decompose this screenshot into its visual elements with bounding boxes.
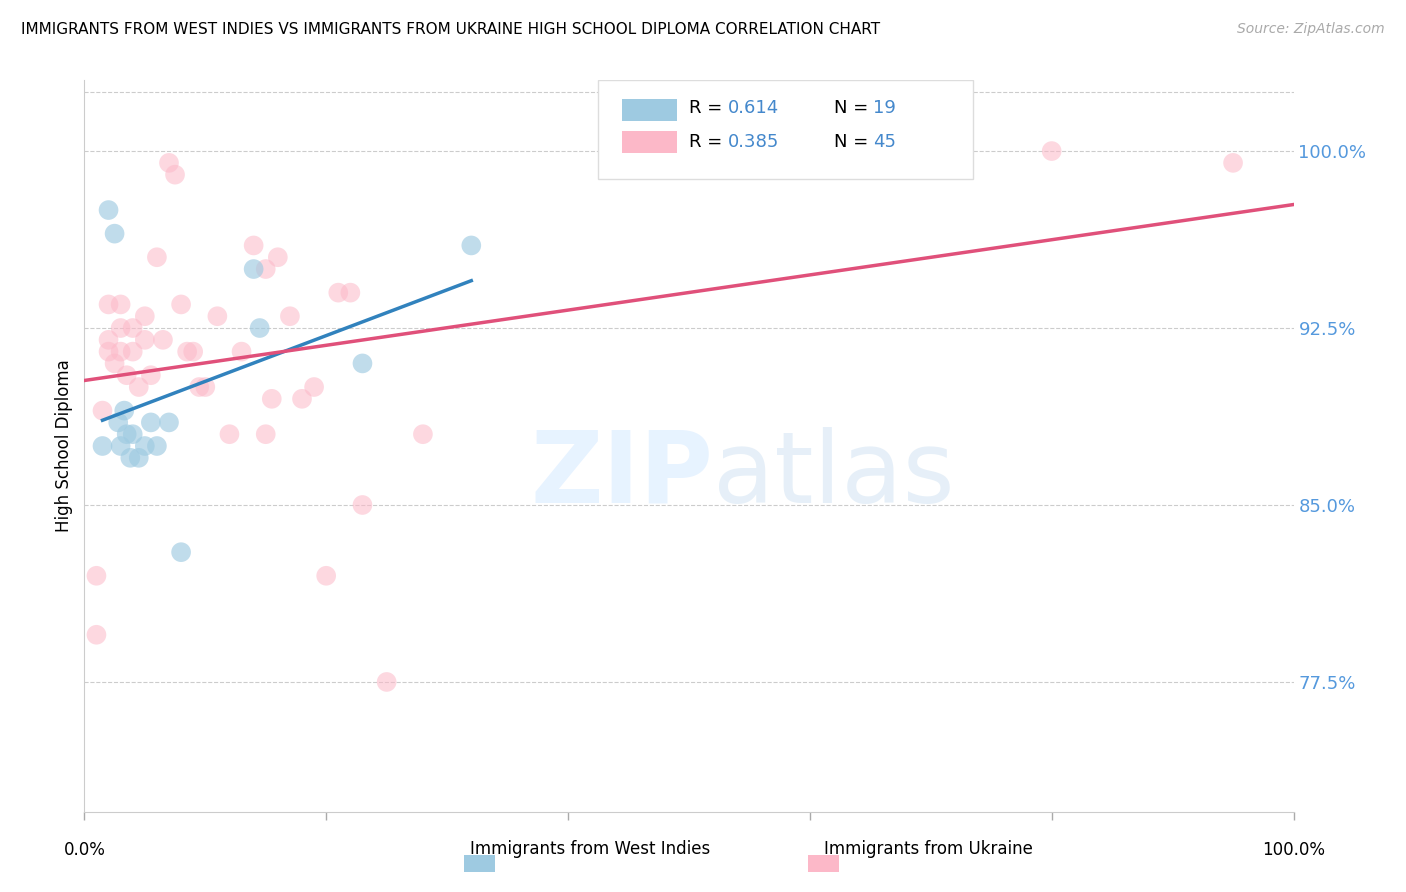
Point — [249, 321, 271, 335]
Point — [121, 344, 143, 359]
Point — [128, 380, 150, 394]
Point — [291, 392, 314, 406]
Point — [112, 403, 135, 417]
Text: 0.614: 0.614 — [728, 99, 779, 117]
FancyBboxPatch shape — [623, 99, 676, 120]
Point — [315, 568, 337, 582]
Point — [134, 333, 156, 347]
Point — [115, 368, 138, 383]
Point — [128, 450, 150, 465]
Point — [110, 297, 132, 311]
Point — [121, 427, 143, 442]
Point — [352, 498, 374, 512]
Point — [267, 250, 290, 264]
Text: 0.0%: 0.0% — [63, 841, 105, 859]
Point — [91, 439, 114, 453]
Point — [231, 344, 253, 359]
Point — [152, 333, 174, 347]
Point — [157, 416, 180, 430]
Text: IMMIGRANTS FROM WEST INDIES VS IMMIGRANTS FROM UKRAINE HIGH SCHOOL DIPLOMA CORRE: IMMIGRANTS FROM WEST INDIES VS IMMIGRANT… — [21, 22, 880, 37]
Point — [104, 356, 127, 370]
Point — [120, 450, 142, 465]
Text: R =: R = — [689, 133, 728, 151]
Point — [104, 227, 127, 241]
Point — [134, 310, 156, 324]
Point — [139, 416, 162, 430]
Point — [1040, 144, 1063, 158]
Point — [254, 262, 277, 277]
Point — [188, 380, 211, 394]
Text: atlas: atlas — [713, 426, 955, 524]
Text: 45: 45 — [873, 133, 896, 151]
Text: R =: R = — [689, 99, 728, 117]
Point — [352, 356, 374, 370]
Point — [110, 439, 132, 453]
Point — [157, 156, 180, 170]
Point — [460, 238, 482, 252]
Point — [86, 568, 108, 582]
Y-axis label: High School Diploma: High School Diploma — [55, 359, 73, 533]
Point — [339, 285, 361, 300]
Point — [242, 238, 264, 252]
Point — [412, 427, 434, 442]
Point — [146, 439, 169, 453]
Text: ZIP: ZIP — [530, 426, 713, 524]
Point — [176, 344, 198, 359]
Point — [375, 675, 398, 690]
Point — [97, 202, 120, 217]
Point — [170, 545, 193, 559]
Point — [328, 285, 350, 300]
Text: Source: ZipAtlas.com: Source: ZipAtlas.com — [1237, 22, 1385, 37]
Point — [110, 344, 132, 359]
Text: 0.385: 0.385 — [728, 133, 779, 151]
Point — [91, 403, 114, 417]
Point — [181, 344, 204, 359]
Point — [146, 250, 169, 264]
Text: Immigrants from West Indies: Immigrants from West Indies — [471, 840, 710, 858]
Point — [97, 344, 120, 359]
Point — [207, 310, 229, 324]
Text: N =: N = — [834, 99, 875, 117]
Point — [242, 262, 264, 277]
Point — [278, 310, 301, 324]
Point — [86, 628, 108, 642]
Point — [107, 416, 129, 430]
FancyBboxPatch shape — [623, 131, 676, 153]
Point — [110, 321, 132, 335]
Text: N =: N = — [834, 133, 875, 151]
Point — [97, 297, 120, 311]
Point — [194, 380, 217, 394]
Point — [165, 168, 187, 182]
Point — [1222, 156, 1244, 170]
Point — [260, 392, 283, 406]
Point — [115, 427, 138, 442]
FancyBboxPatch shape — [599, 80, 973, 179]
Point — [218, 427, 240, 442]
Point — [302, 380, 325, 394]
Text: Immigrants from Ukraine: Immigrants from Ukraine — [824, 840, 1032, 858]
Point — [97, 333, 120, 347]
Point — [139, 368, 162, 383]
Point — [170, 297, 193, 311]
Text: 19: 19 — [873, 99, 896, 117]
Point — [121, 321, 143, 335]
Point — [254, 427, 277, 442]
Point — [134, 439, 156, 453]
Text: 100.0%: 100.0% — [1263, 841, 1324, 859]
